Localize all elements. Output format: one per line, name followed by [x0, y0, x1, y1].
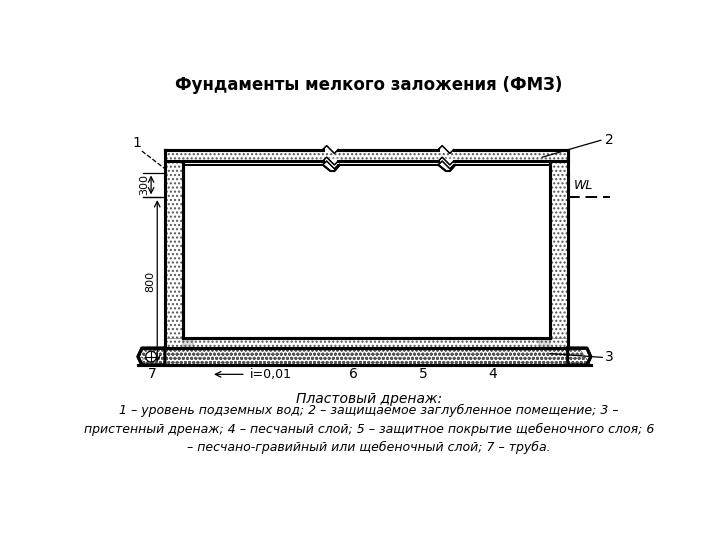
Text: 5: 5 [418, 367, 427, 381]
Text: 1: 1 [132, 136, 141, 150]
Bar [550, 161, 567, 348]
Polygon shape [138, 348, 165, 365]
Bar [183, 338, 194, 348]
Text: Пластовый дренаж:: Пластовый дренаж: [296, 392, 442, 406]
Polygon shape [138, 348, 165, 365]
Text: 300: 300 [139, 174, 149, 195]
Bar [165, 338, 567, 348]
Circle shape [145, 351, 156, 362]
Text: 1 – уровень подземных вод; 2 – защищаемое заглубленное помещение; 3 –
пристенный: 1 – уровень подземных вод; 2 – защищаемо… [84, 404, 654, 454]
Bar [539, 338, 550, 348]
Text: Фундаменты мелкого заложения (ФМЗ): Фундаменты мелкого заложения (ФМЗ) [175, 76, 563, 94]
Text: 7: 7 [148, 367, 156, 381]
Bar [165, 161, 183, 348]
Text: 2: 2 [605, 133, 613, 147]
Text: 4: 4 [488, 367, 497, 381]
Text: i=0,01: i=0,01 [250, 368, 292, 381]
Text: 6: 6 [349, 367, 358, 381]
Polygon shape [567, 348, 590, 365]
Text: WL: WL [574, 179, 593, 192]
Bar [165, 348, 567, 365]
Text: 3: 3 [605, 350, 613, 365]
Text: 800: 800 [145, 271, 156, 292]
Bar [165, 150, 567, 161]
